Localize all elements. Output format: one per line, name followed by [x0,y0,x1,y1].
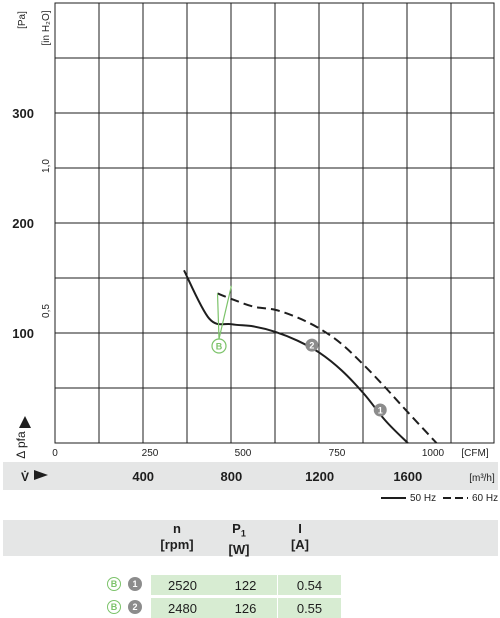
x-tick-label-m3h: 800 [221,469,243,484]
header-p1-unit: [W] [228,541,250,557]
x-tick-label-cfm: 250 [142,448,159,459]
x-tick-label-cfm: 500 [235,448,252,459]
y-tick-label-pa: 300 [12,106,34,121]
axis-unit-labels: [Pa] [in H₂O] [CFM] [m³/h] Δ pfa V̇ [14,10,495,484]
chart-legend: 50 Hz 60 Hz [381,493,498,504]
header-n-unit: [rpm] [160,537,194,552]
legend-label-60hz: 60 Hz [472,493,498,504]
table-header-band [3,520,498,556]
cell-p1: 122 [214,575,277,595]
cell-p1: 126 [214,598,277,618]
curve-60hz [217,292,438,444]
cell-i: 0.54 [278,575,341,595]
range-marker-circle [211,338,227,354]
y-axis-arrow-icon [19,416,31,428]
header-p1: P1 [W] [207,521,271,558]
mode-b-icon: B [107,577,121,591]
header-n-name: n [173,521,181,536]
mode-b-icon: B [107,600,121,614]
y-unit-inh2o: [in H₂O] [41,10,52,45]
flow-axis-band-bg [3,462,498,490]
y-unit-pa: [Pa] [17,11,28,29]
axis-tick-labels: 100 200 300 0,5 1,0 0 250 500 750 1000 400 800 1200 1… [12,106,444,484]
x-unit-m3h: [m³/h] [469,473,495,484]
x-tick-label-m3h: 1600 [393,469,422,484]
chart-grid [54,2,495,444]
header-i-name: I [298,521,302,536]
x-tick-label-cfm: 1000 [422,448,445,459]
flow-axis-band [3,462,498,490]
x-axis-arrow-icon [34,470,48,480]
curves [183,269,438,444]
operating-point-label: 2 [309,341,314,351]
header-p1-name: P1 [232,521,246,539]
cell-n: 2480 [151,598,214,618]
header-n: n [rpm] [145,521,209,553]
curve-50hz [183,269,409,444]
point-badge: 1 [128,577,142,591]
x-tick-label-cfm: 0 [52,448,58,459]
cell-n: 2520 [151,575,214,595]
operating-point-marker [305,338,319,352]
x-unit-cfm: [CFM] [461,448,488,459]
operating-point-label: 1 [378,406,383,416]
operating-point-marker [373,403,387,417]
operating-point-markers: 1 2 B [211,285,387,417]
x-axis-symbol: V̇ [21,469,29,484]
point-badge: 2 [128,600,142,614]
y-tick-label-inh2o: 1,0 [41,159,52,173]
range-marker-label: B [216,342,223,352]
y-tick-label-inh2o: 0,5 [41,304,52,318]
cell-i: 0.55 [278,598,341,618]
header-i-unit: [A] [290,537,310,552]
x-tick-label-m3h: 1200 [305,469,334,484]
header-i: I [A] [268,521,332,553]
legend-label-50hz: 50 Hz [410,493,436,504]
x-tick-label-m3h: 400 [132,469,154,484]
x-tick-label-cfm: 750 [329,448,346,459]
y-axis-symbol: Δ pfa [14,431,28,459]
y-tick-label-pa: 200 [12,216,34,231]
y-tick-label-pa: 100 [12,326,34,341]
